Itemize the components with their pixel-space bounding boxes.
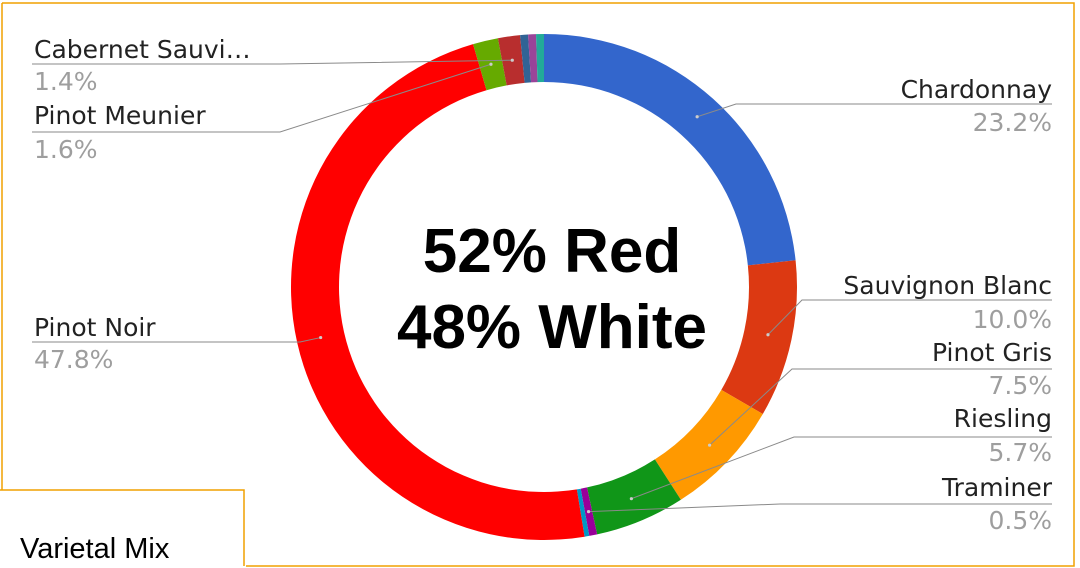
leader-dot-riesling bbox=[629, 497, 633, 501]
slice-pinot-noir bbox=[290, 44, 585, 540]
leader-line-sauvignon-blanc bbox=[767, 299, 1052, 336]
leader-line-cabernet-sauvi bbox=[32, 59, 513, 65]
donut-slices bbox=[290, 34, 797, 540]
slice-chardonnay bbox=[544, 34, 796, 266]
leader-line-chardonnay bbox=[696, 103, 1052, 118]
slice-sauvignon-blanc bbox=[721, 260, 797, 414]
leader-dot-pinot-gris bbox=[707, 443, 712, 447]
leader-dot-pinot-meunier bbox=[489, 62, 493, 66]
label-name-pinot-meunier: Pinot Meunier bbox=[34, 101, 206, 130]
leader-dot-cabernet-sauvi bbox=[510, 58, 514, 62]
label-value-chardonnay: 23.2% bbox=[973, 108, 1052, 137]
label-name-chardonnay: Chardonnay bbox=[901, 75, 1053, 104]
label-value-cabernet-sauvi: 1.4% bbox=[34, 67, 98, 96]
leader-line-pinot-meunier bbox=[32, 63, 492, 133]
label-name-cabernet-sauvi: Cabernet Sauvi… bbox=[34, 35, 251, 64]
slice-unlabeled-5 bbox=[576, 488, 590, 537]
label-name-sauvignon-blanc: Sauvignon Blanc bbox=[843, 271, 1052, 300]
slice-unlabeled-10 bbox=[528, 34, 538, 83]
label-name-traminer: Traminer bbox=[941, 473, 1053, 502]
leader-line-traminer bbox=[588, 503, 1052, 513]
leader-dot-pinot-noir bbox=[319, 335, 323, 340]
slice-unlabeled-9 bbox=[520, 34, 532, 83]
leader-line-pinot-noir bbox=[32, 337, 321, 343]
leader-line-riesling bbox=[631, 436, 1052, 500]
label-value-pinot-gris: 7.5% bbox=[988, 371, 1052, 400]
label-name-pinot-gris: Pinot Gris bbox=[932, 338, 1052, 367]
slice-riesling bbox=[587, 459, 681, 535]
label-value-traminer: 0.5% bbox=[988, 506, 1052, 535]
label-value-pinot-noir: 47.8% bbox=[34, 345, 113, 374]
label-value-sauvignon-blanc: 10.0% bbox=[973, 305, 1052, 334]
label-name-riesling: Riesling bbox=[954, 404, 1052, 433]
label-name-pinot-noir: Pinot Noir bbox=[34, 313, 156, 342]
leader-dot-sauvignon-blanc bbox=[766, 333, 770, 337]
label-value-pinot-meunier: 1.6% bbox=[34, 135, 98, 164]
center-text-red: 52% Red bbox=[423, 217, 681, 286]
slice-unlabeled-11 bbox=[536, 34, 544, 83]
leader-dot-traminer bbox=[586, 510, 591, 514]
frame-line-2 bbox=[0, 489, 245, 566]
center-text-white: 48% White bbox=[397, 293, 707, 362]
leader-dot-chardonnay bbox=[695, 115, 699, 119]
leader-line-pinot-gris bbox=[709, 368, 1052, 446]
chart-title: Varietal Mix bbox=[20, 533, 170, 565]
slice-labels: Chardonnay 23.2% Sauvignon Blanc 10.0% Pinot… bbox=[32, 35, 1053, 535]
label-value-riesling: 5.7% bbox=[988, 438, 1052, 467]
